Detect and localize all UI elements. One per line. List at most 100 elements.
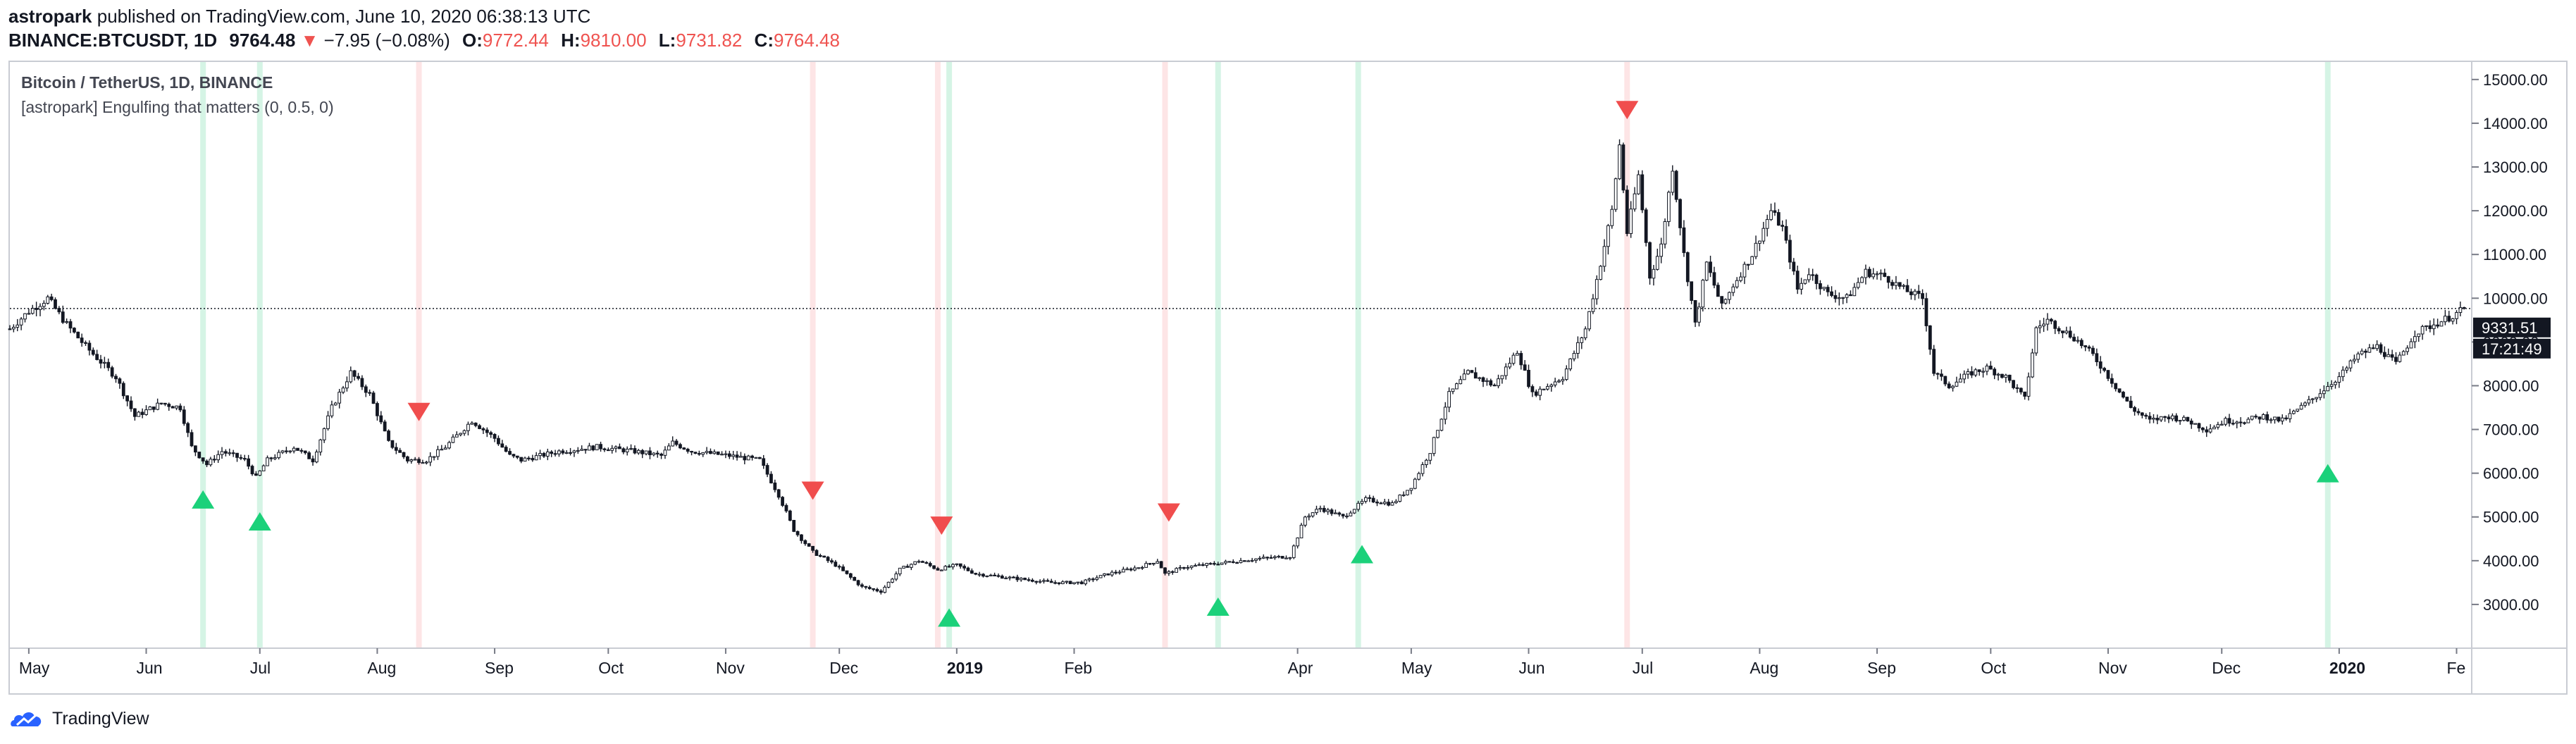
candle-body	[633, 448, 637, 454]
candle-body	[84, 342, 87, 344]
candle-body	[46, 296, 50, 304]
candle-body	[1087, 578, 1091, 581]
candle-body	[2200, 428, 2205, 430]
open-label: O:	[462, 30, 483, 51]
candle-body	[746, 455, 750, 461]
candle-body	[2163, 416, 2167, 418]
candle-body	[485, 429, 489, 433]
candle-body	[1803, 279, 1807, 284]
bearish-signal-down-arrow-icon	[930, 516, 953, 535]
candle-body	[447, 442, 451, 449]
candle-body	[2079, 340, 2083, 347]
candle-body	[406, 456, 409, 461]
candle-body	[1610, 209, 1614, 226]
candle-body	[239, 457, 243, 459]
candle-body	[156, 402, 160, 410]
candle-body	[106, 361, 111, 368]
candle-body	[580, 449, 584, 451]
indicator-legend[interactable]: [astropark] Engulfing that matters (0, 0…	[21, 98, 334, 116]
candle-body	[292, 447, 296, 452]
candle-body	[621, 448, 626, 452]
candle-body	[2038, 326, 2042, 328]
candle-body	[743, 456, 747, 461]
candle-body	[757, 457, 762, 459]
candle-body	[1261, 557, 1265, 559]
candle-body	[1129, 569, 1133, 571]
candle-body	[1258, 557, 1262, 560]
bullish-signal-up-arrow-icon	[1206, 597, 1230, 616]
candle-body	[1072, 582, 1076, 585]
candle-body	[1451, 388, 1455, 392]
candle-body	[2443, 316, 2447, 323]
bullish-signal-up-arrow-icon	[2316, 464, 2339, 483]
candle-body	[493, 434, 497, 439]
candle-body	[1447, 391, 1451, 408]
candle-body	[2386, 354, 2391, 357]
candle-body	[247, 458, 251, 467]
candle-body	[1996, 373, 2000, 376]
candle-body	[2318, 393, 2322, 398]
candle-body	[2364, 350, 2367, 353]
candle-body	[1716, 285, 1720, 297]
candle-body	[1826, 287, 1830, 292]
candle-body	[318, 439, 323, 453]
candle-body	[1864, 268, 1868, 278]
candle-body	[939, 569, 943, 571]
candle-body	[2167, 416, 2171, 420]
candle-body	[2307, 399, 2311, 404]
price-tick-label: 12000.00	[2483, 202, 2548, 220]
bullish-signal-up-arrow-icon	[248, 512, 271, 531]
candle-body	[1326, 509, 1330, 512]
candle-body	[2061, 330, 2064, 333]
candle-body	[1709, 261, 1712, 273]
candle-body	[2277, 416, 2281, 422]
series-legend-title[interactable]: Bitcoin / TetherUS, 1D, BINANCE	[21, 73, 273, 92]
candle-body	[1879, 273, 1883, 275]
candle-body	[269, 457, 273, 459]
candle-body	[928, 563, 932, 566]
candle-body	[1974, 369, 1978, 376]
candle-body	[1485, 380, 1489, 383]
tradingview-logo[interactable]: TradingView	[10, 707, 149, 730]
candle-body	[625, 448, 629, 452]
candle-body	[826, 557, 830, 562]
high-value: 9810.00	[580, 30, 647, 51]
candle-body	[588, 445, 591, 451]
candle-body	[2227, 418, 2231, 424]
candle-body	[595, 444, 599, 451]
candle-body	[470, 422, 474, 425]
candle-body	[23, 313, 27, 320]
candle-body	[610, 447, 614, 451]
candle-body	[1685, 252, 1690, 283]
brand-label: TradingView	[52, 708, 149, 728]
candle-body	[1814, 274, 1819, 285]
candle-body	[731, 454, 736, 457]
candle-body	[2087, 346, 2091, 349]
candle-body	[1027, 579, 1031, 581]
candle-body	[402, 452, 406, 457]
candle-body	[1110, 571, 1114, 576]
candle-body	[466, 423, 470, 431]
candle-body	[1523, 364, 1527, 371]
candle-body	[178, 405, 182, 411]
candle-body	[1947, 383, 1951, 388]
candle-body	[266, 457, 269, 466]
candle-body	[618, 446, 621, 450]
candle-body	[667, 445, 671, 451]
candle-body	[1940, 373, 1943, 377]
candle-body	[1800, 283, 1803, 290]
candle-body	[2159, 416, 2163, 421]
candle-body	[1905, 285, 1909, 292]
candle-body	[1492, 385, 1497, 387]
candle-body	[288, 450, 292, 452]
candle-body	[1459, 379, 1463, 385]
author-name[interactable]: astropark	[8, 6, 92, 27]
candle-body	[1678, 199, 1682, 228]
candle-body	[2447, 316, 2451, 322]
candle-body	[2140, 412, 2144, 416]
candle-body	[1065, 581, 1069, 583]
candle-body	[1140, 566, 1144, 569]
candle-body	[1019, 578, 1023, 581]
candle-body	[1549, 384, 1554, 388]
